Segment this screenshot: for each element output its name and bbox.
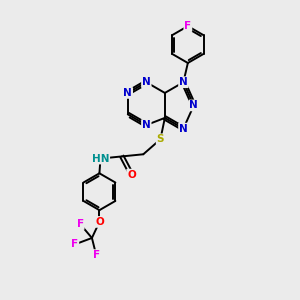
Text: N: N [179,77,188,87]
Text: F: F [93,250,100,260]
Text: N: N [142,120,151,130]
Text: HN: HN [92,154,109,164]
Text: N: N [142,77,151,87]
Text: S: S [157,134,164,144]
Text: F: F [184,21,191,31]
Text: F: F [71,239,78,249]
Text: N: N [189,100,198,110]
Text: F: F [76,219,84,229]
Text: N: N [123,88,132,98]
Text: N: N [179,124,188,134]
Text: O: O [127,169,136,180]
Text: O: O [95,217,104,227]
